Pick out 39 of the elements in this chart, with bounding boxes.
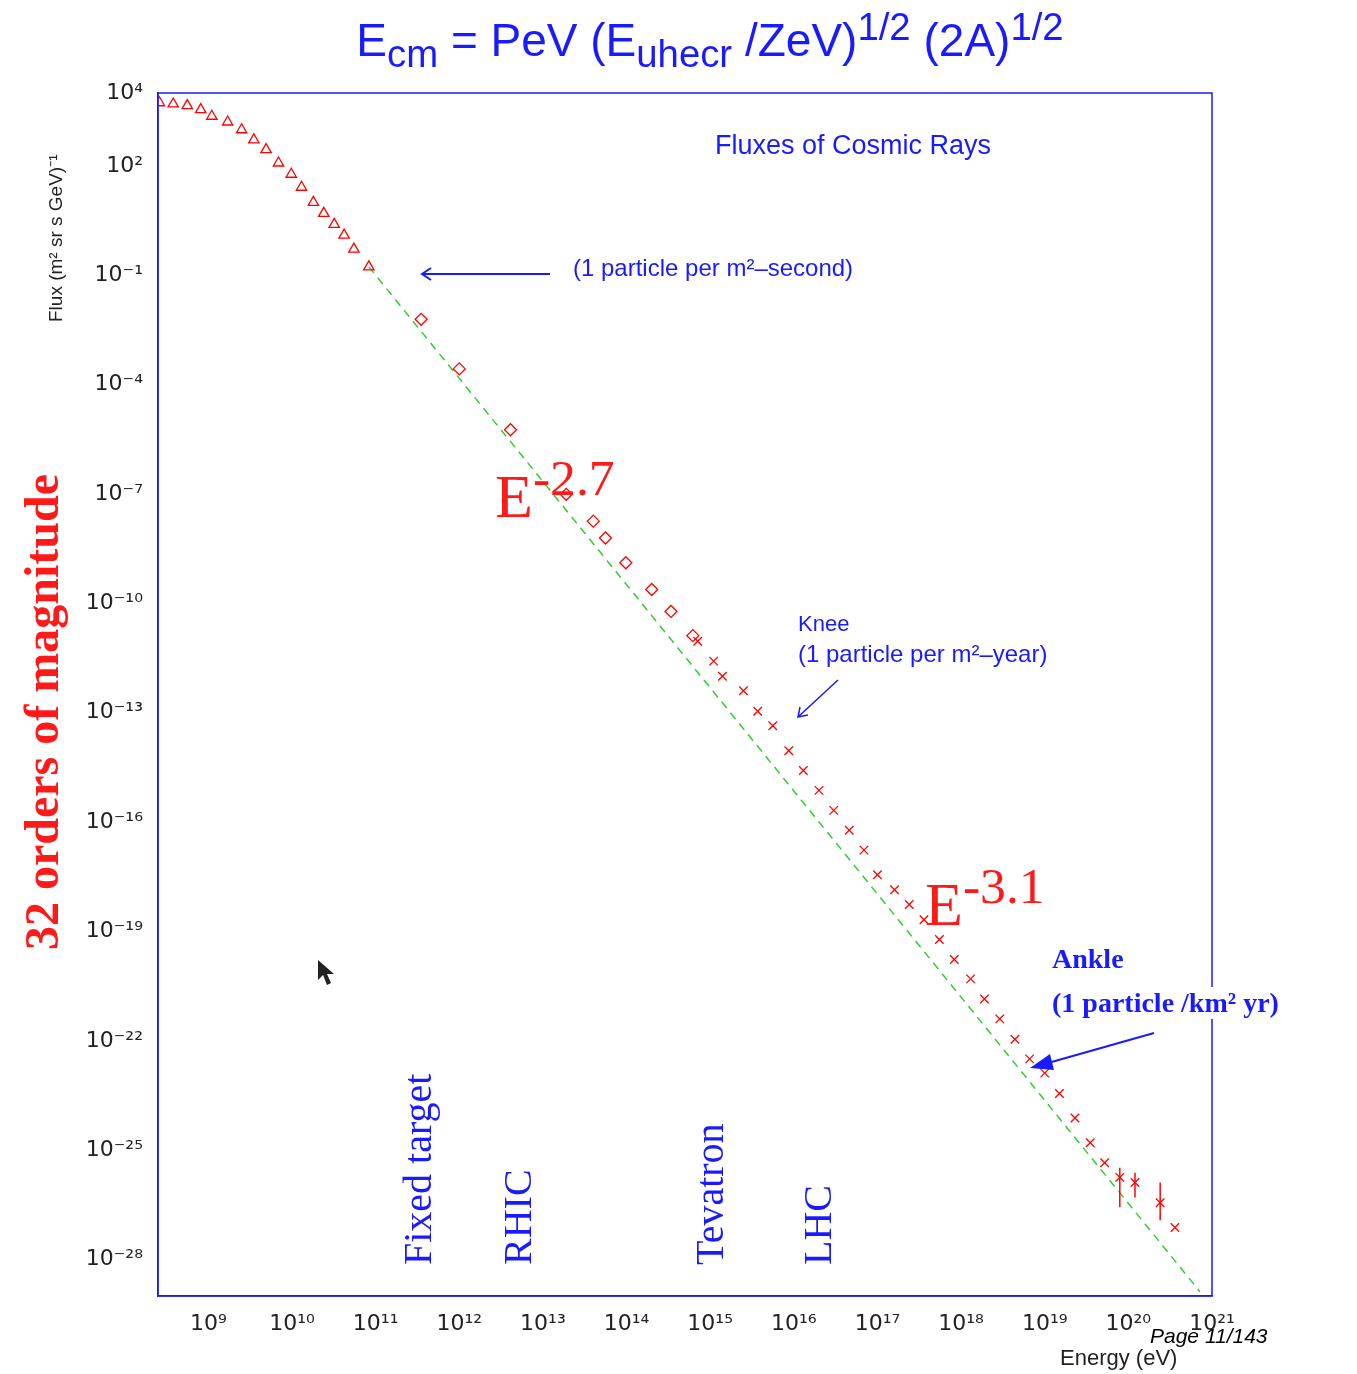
annotation: LHC bbox=[795, 1185, 840, 1265]
y-tick-label: 10⁻¹⁶ bbox=[85, 807, 144, 833]
y-tick-label: 10⁴ bbox=[106, 78, 144, 104]
chart-title: E$_{cm}$ = PeV (E$_{uhecr}$ /ZeV)$^{1/2}$ (2A)$^{1/2}$ bbox=[356, 5, 1064, 75]
x-tick-label: 10¹³ bbox=[520, 1309, 566, 1335]
text: 32 orders of magnitude bbox=[15, 474, 68, 950]
annotation: E$^{-2.7}$ bbox=[495, 449, 615, 530]
y-tick-label: 10⁻²⁸ bbox=[85, 1245, 144, 1271]
y-tick-label: 10⁻⁷ bbox=[94, 479, 143, 505]
annotation: Fixed target bbox=[395, 1073, 440, 1265]
x-tick-label: 10¹⁷ bbox=[854, 1309, 901, 1335]
y-tick-label: 10⁻¹ bbox=[94, 260, 143, 286]
y-tick-label: 10⁻⁴ bbox=[94, 370, 144, 396]
y-tick-label: 10⁻²⁵ bbox=[85, 1135, 143, 1161]
y-tick-label: 10⁻¹³ bbox=[85, 698, 143, 724]
y-tick-label: 10⁻¹⁰ bbox=[85, 589, 144, 615]
annotation: Tevatron bbox=[687, 1123, 732, 1265]
y-tick-label: 10⁻¹⁹ bbox=[85, 917, 143, 943]
annotation: (1 particle per m²–second) bbox=[573, 254, 854, 281]
x-tick-label: 10¹¹ bbox=[352, 1309, 399, 1335]
x-tick-label: 10²⁰ bbox=[1105, 1309, 1152, 1335]
x-tick-label: 10¹⁰ bbox=[269, 1309, 315, 1335]
x-tick-label: 10¹² bbox=[436, 1309, 483, 1335]
x-tick-label: 10¹⁹ bbox=[1021, 1309, 1068, 1335]
y-axis-title: Flux (m² sr s GeV)⁻¹ bbox=[45, 154, 66, 322]
annotation: RHIC bbox=[495, 1169, 540, 1265]
x-tick-label: 10¹⁸ bbox=[938, 1309, 985, 1335]
x-tick-label: 10¹⁴ bbox=[603, 1309, 650, 1335]
y-tick-label: 10⁻²² bbox=[85, 1026, 143, 1052]
annotation: Knee bbox=[798, 611, 850, 636]
annotation: Fluxes of Cosmic Rays bbox=[715, 130, 992, 160]
annotation: Ankle bbox=[1052, 943, 1124, 974]
y-tick-label: 10² bbox=[106, 151, 143, 177]
x-tick-label: 10¹⁶ bbox=[770, 1309, 817, 1335]
annotation: (1 particle per m²–year) bbox=[798, 640, 1048, 667]
annotation: E$^{-3.1}$ bbox=[925, 857, 1045, 938]
x-tick-label: 10¹⁵ bbox=[687, 1309, 733, 1335]
x-tick-label: 10⁹ bbox=[189, 1309, 227, 1335]
annotation: (1 particle /km² yr) bbox=[1052, 987, 1279, 1019]
